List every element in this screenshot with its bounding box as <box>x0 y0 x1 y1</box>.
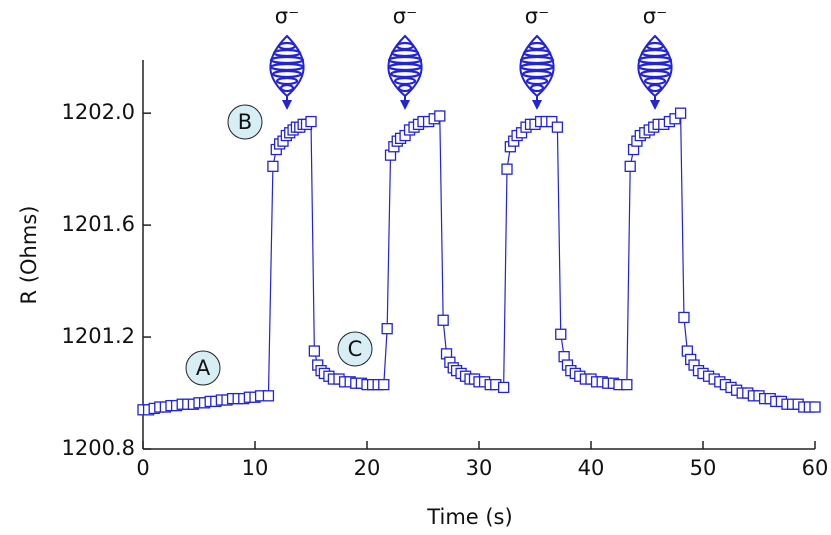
y-tick-label: 1201.6 <box>62 212 135 236</box>
data-point <box>497 381 510 394</box>
beam-label: σ⁻ <box>643 4 667 28</box>
data-point <box>621 378 633 391</box>
beam-arrowhead <box>532 100 542 110</box>
data-point <box>381 323 393 335</box>
beam-coil <box>529 83 545 93</box>
x-tick-label: 10 <box>242 456 269 480</box>
annotation-label: A <box>196 356 211 380</box>
series-line <box>143 111 815 411</box>
y-axis-label: R (Ohms) <box>17 206 41 305</box>
x-axis-label: Time (s) <box>426 505 512 529</box>
x-tick-label: 20 <box>354 456 381 480</box>
data-point <box>308 345 321 357</box>
data-point <box>305 115 317 128</box>
x-tick-label: 50 <box>690 456 717 480</box>
y-tick-label: 1201.2 <box>62 324 135 348</box>
data-point <box>674 107 687 119</box>
data-point <box>437 314 449 326</box>
data-point <box>434 110 446 122</box>
beam-label: σ⁻ <box>525 4 549 28</box>
data-point <box>378 378 390 391</box>
data-point <box>501 163 513 175</box>
data-point <box>678 311 690 324</box>
beam-coil <box>647 83 663 93</box>
annotation-circle <box>185 350 221 386</box>
beam-label: σ⁻ <box>275 4 299 28</box>
beam-arrowhead <box>400 100 410 110</box>
beam-coil <box>279 83 295 93</box>
y-tick-label: 1200.8 <box>62 436 135 460</box>
data-point <box>624 160 636 172</box>
data-point <box>555 328 567 340</box>
y-tick-label: 1202.0 <box>62 100 135 124</box>
beam-arrowhead <box>282 100 292 110</box>
x-tick-label: 0 <box>136 456 149 480</box>
annotation-label: C <box>348 337 363 361</box>
annotation-label: B <box>238 110 252 134</box>
annotation-circle <box>337 331 373 367</box>
data-point <box>551 121 564 133</box>
x-tick-label: 30 <box>466 456 493 480</box>
annotation-circle <box>227 104 263 140</box>
beam-label: σ⁻ <box>393 4 417 28</box>
x-tick-label: 40 <box>578 456 605 480</box>
data-point <box>809 401 821 413</box>
x-tick-label: 60 <box>802 456 829 480</box>
data-point <box>262 390 275 402</box>
beam-coil <box>397 83 413 93</box>
beam-arrowhead <box>650 100 660 110</box>
data-point <box>267 160 279 172</box>
